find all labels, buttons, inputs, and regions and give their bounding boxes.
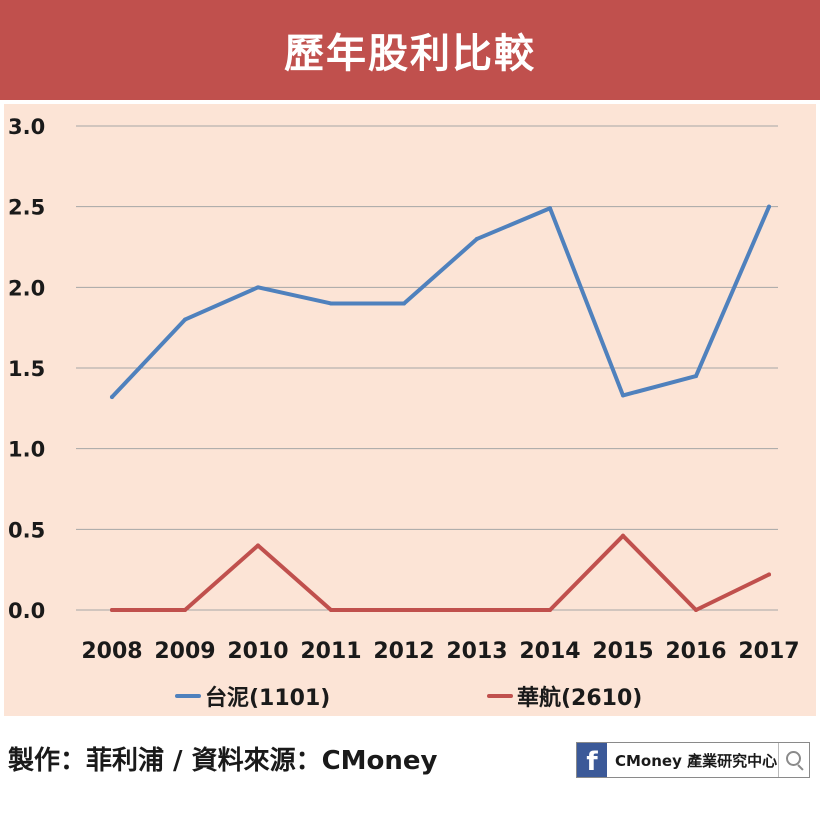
legend: 台泥(1101) 華航(2610) [0, 680, 820, 712]
source-credit: 製作：菲利浦 / 資料來源：CMoney [8, 746, 438, 776]
plot-panel: 3.0 2.5 2.0 1.5 1.0 0.5 0.0 2008 2009 2010 2011 201… [4, 104, 816, 716]
data-point [548, 608, 552, 612]
y-tick-label: 3.0 [8, 115, 45, 139]
y-tick-label: 2.0 [8, 276, 45, 300]
data-point [183, 608, 187, 612]
data-point [621, 393, 625, 398]
data-point [402, 608, 406, 612]
facebook-icon: f [577, 743, 607, 777]
x-tick-label: 2016 [665, 639, 726, 664]
y-tick-label: 2.5 [8, 196, 45, 220]
x-tick-label: 2012 [373, 639, 434, 664]
x-tick-label: 2010 [227, 639, 288, 664]
y-tick-label: 0.5 [8, 518, 45, 542]
data-point [475, 608, 479, 612]
dividend-line-chart: 3.0 2.5 2.0 1.5 1.0 0.5 0.0 2008 2009 2010 2011 201… [8, 115, 800, 664]
title-banner: 歷年股利比較 [0, 0, 820, 100]
data-point [475, 236, 479, 241]
data-point [402, 301, 406, 306]
x-tick-label: 2015 [592, 639, 653, 664]
data-point [548, 206, 552, 211]
search-icon[interactable] [778, 743, 809, 777]
y-tick-label: 1.5 [8, 357, 45, 381]
legend-swatch-taiwan-cement [175, 694, 201, 698]
y-tick-label: 1.0 [8, 438, 45, 462]
data-point [110, 608, 114, 612]
data-point [767, 572, 771, 577]
brand-label: CMoney 產業研究中心 [615, 751, 778, 770]
data-point [621, 533, 625, 538]
legend-label-taiwan-cement: 台泥(1101) [205, 686, 331, 711]
x-tick-label: 2014 [519, 639, 580, 664]
legend-item-china-airlines: 華航(2610) [487, 680, 642, 712]
data-point [694, 608, 698, 612]
legend-label-china-airlines: 華航(2610) [517, 686, 643, 711]
x-tick-label: 2011 [300, 639, 361, 664]
legend-item-taiwan-cement: 台泥(1101) [175, 680, 330, 712]
x-tick-label: 2009 [154, 639, 215, 664]
data-point [767, 204, 771, 209]
data-point [110, 395, 114, 400]
data-point [329, 301, 333, 306]
data-point [183, 317, 187, 322]
data-point [329, 608, 333, 612]
series-line-0 [110, 204, 771, 400]
x-tick-label: 2017 [738, 639, 799, 664]
legend-swatch-china-airlines [487, 694, 513, 698]
x-tick-label: 2008 [81, 639, 142, 664]
data-point [256, 543, 260, 548]
data-point [256, 285, 260, 290]
chart-title: 歷年股利比較 [284, 31, 536, 77]
cmoney-brand-badge[interactable]: f CMoney 產業研究中心 [576, 742, 810, 778]
y-tick-label: 0.0 [8, 599, 45, 623]
series-line-1 [110, 533, 771, 612]
data-point [694, 374, 698, 379]
x-tick-label: 2013 [446, 639, 507, 664]
